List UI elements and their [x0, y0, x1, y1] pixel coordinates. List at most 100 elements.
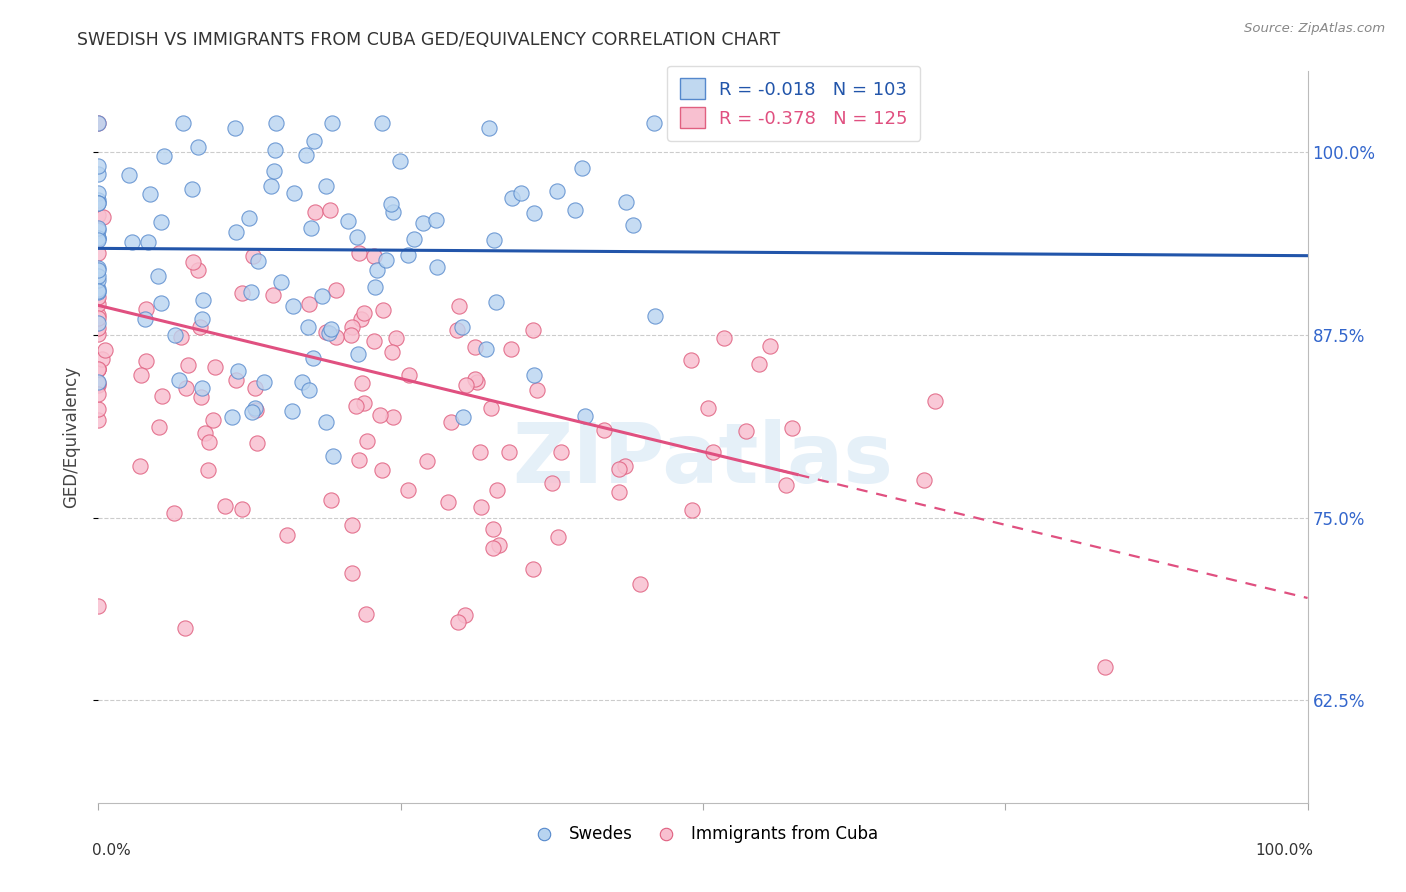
Point	[221, 409, 243, 424]
Point	[301, 221, 323, 235]
Point	[713, 331, 735, 345]
Point	[322, 449, 344, 463]
Point	[356, 434, 378, 449]
Point	[87, 362, 110, 376]
Point	[87, 261, 110, 276]
Point	[398, 368, 420, 383]
Point	[464, 340, 486, 354]
Point	[263, 143, 285, 157]
Point	[475, 342, 498, 356]
Point	[318, 203, 340, 218]
Point	[297, 320, 319, 334]
Point	[371, 115, 394, 129]
Point	[451, 320, 474, 334]
Point	[87, 599, 110, 614]
Point	[344, 399, 367, 413]
Point	[447, 299, 470, 313]
Text: 100.0%: 100.0%	[1256, 843, 1313, 858]
Point	[541, 475, 564, 490]
Point	[352, 376, 374, 390]
Point	[315, 178, 337, 193]
Point	[325, 283, 347, 297]
Point	[342, 319, 364, 334]
Point	[139, 186, 162, 201]
Point	[150, 214, 173, 228]
Point	[363, 334, 385, 348]
Point	[470, 500, 492, 514]
Point	[91, 351, 114, 366]
Point	[396, 483, 419, 497]
Point	[225, 373, 247, 387]
Point	[446, 323, 468, 337]
Point	[451, 409, 474, 424]
Point	[315, 326, 337, 340]
Point	[242, 249, 264, 263]
Point	[679, 353, 702, 368]
Point	[547, 530, 569, 544]
Point	[374, 253, 396, 268]
Point	[283, 186, 305, 201]
Point	[193, 293, 215, 307]
Point	[87, 387, 110, 401]
Point	[181, 255, 204, 269]
Point	[174, 622, 197, 636]
Point	[364, 280, 387, 294]
Point	[134, 312, 156, 326]
Point	[522, 323, 544, 337]
Point	[135, 354, 157, 368]
Point	[87, 376, 110, 390]
Point	[283, 300, 305, 314]
Point	[150, 389, 173, 403]
Text: Source: ZipAtlas.com: Source: ZipAtlas.com	[1244, 22, 1385, 36]
Point	[87, 297, 110, 311]
Point	[366, 263, 388, 277]
Point	[87, 196, 110, 211]
Point	[643, 115, 665, 129]
Y-axis label: GED/Equivalency: GED/Equivalency	[62, 366, 80, 508]
Point	[623, 218, 645, 232]
Point	[172, 115, 194, 129]
Point	[353, 306, 375, 320]
Point	[775, 478, 797, 492]
Point	[388, 154, 411, 169]
Point	[482, 541, 505, 555]
Point	[523, 368, 546, 382]
Point	[87, 413, 110, 427]
Point	[204, 360, 226, 375]
Point	[188, 320, 211, 334]
Point	[87, 320, 110, 334]
Point	[190, 390, 212, 404]
Point	[87, 309, 110, 323]
Point	[454, 607, 477, 622]
Point	[87, 378, 110, 392]
Point	[231, 286, 253, 301]
Point	[138, 235, 160, 250]
Point	[231, 502, 253, 516]
Point	[129, 368, 152, 382]
Point	[245, 403, 267, 417]
Point	[87, 290, 110, 304]
Point	[644, 309, 666, 323]
Point	[240, 285, 263, 299]
Point	[498, 445, 520, 459]
Point	[187, 139, 209, 153]
Point	[87, 362, 110, 376]
Point	[87, 167, 110, 181]
Point	[319, 493, 342, 508]
Point	[252, 375, 274, 389]
Point	[499, 342, 522, 356]
Point	[614, 459, 637, 474]
Point	[1094, 660, 1116, 674]
Point	[478, 121, 501, 136]
Point	[170, 329, 193, 343]
Point	[325, 330, 347, 344]
Point	[302, 351, 325, 366]
Point	[202, 413, 225, 427]
Point	[574, 409, 596, 423]
Point	[425, 212, 447, 227]
Point	[295, 148, 318, 162]
Point	[91, 210, 114, 224]
Point	[291, 375, 314, 389]
Point	[468, 444, 491, 458]
Point	[87, 269, 110, 284]
